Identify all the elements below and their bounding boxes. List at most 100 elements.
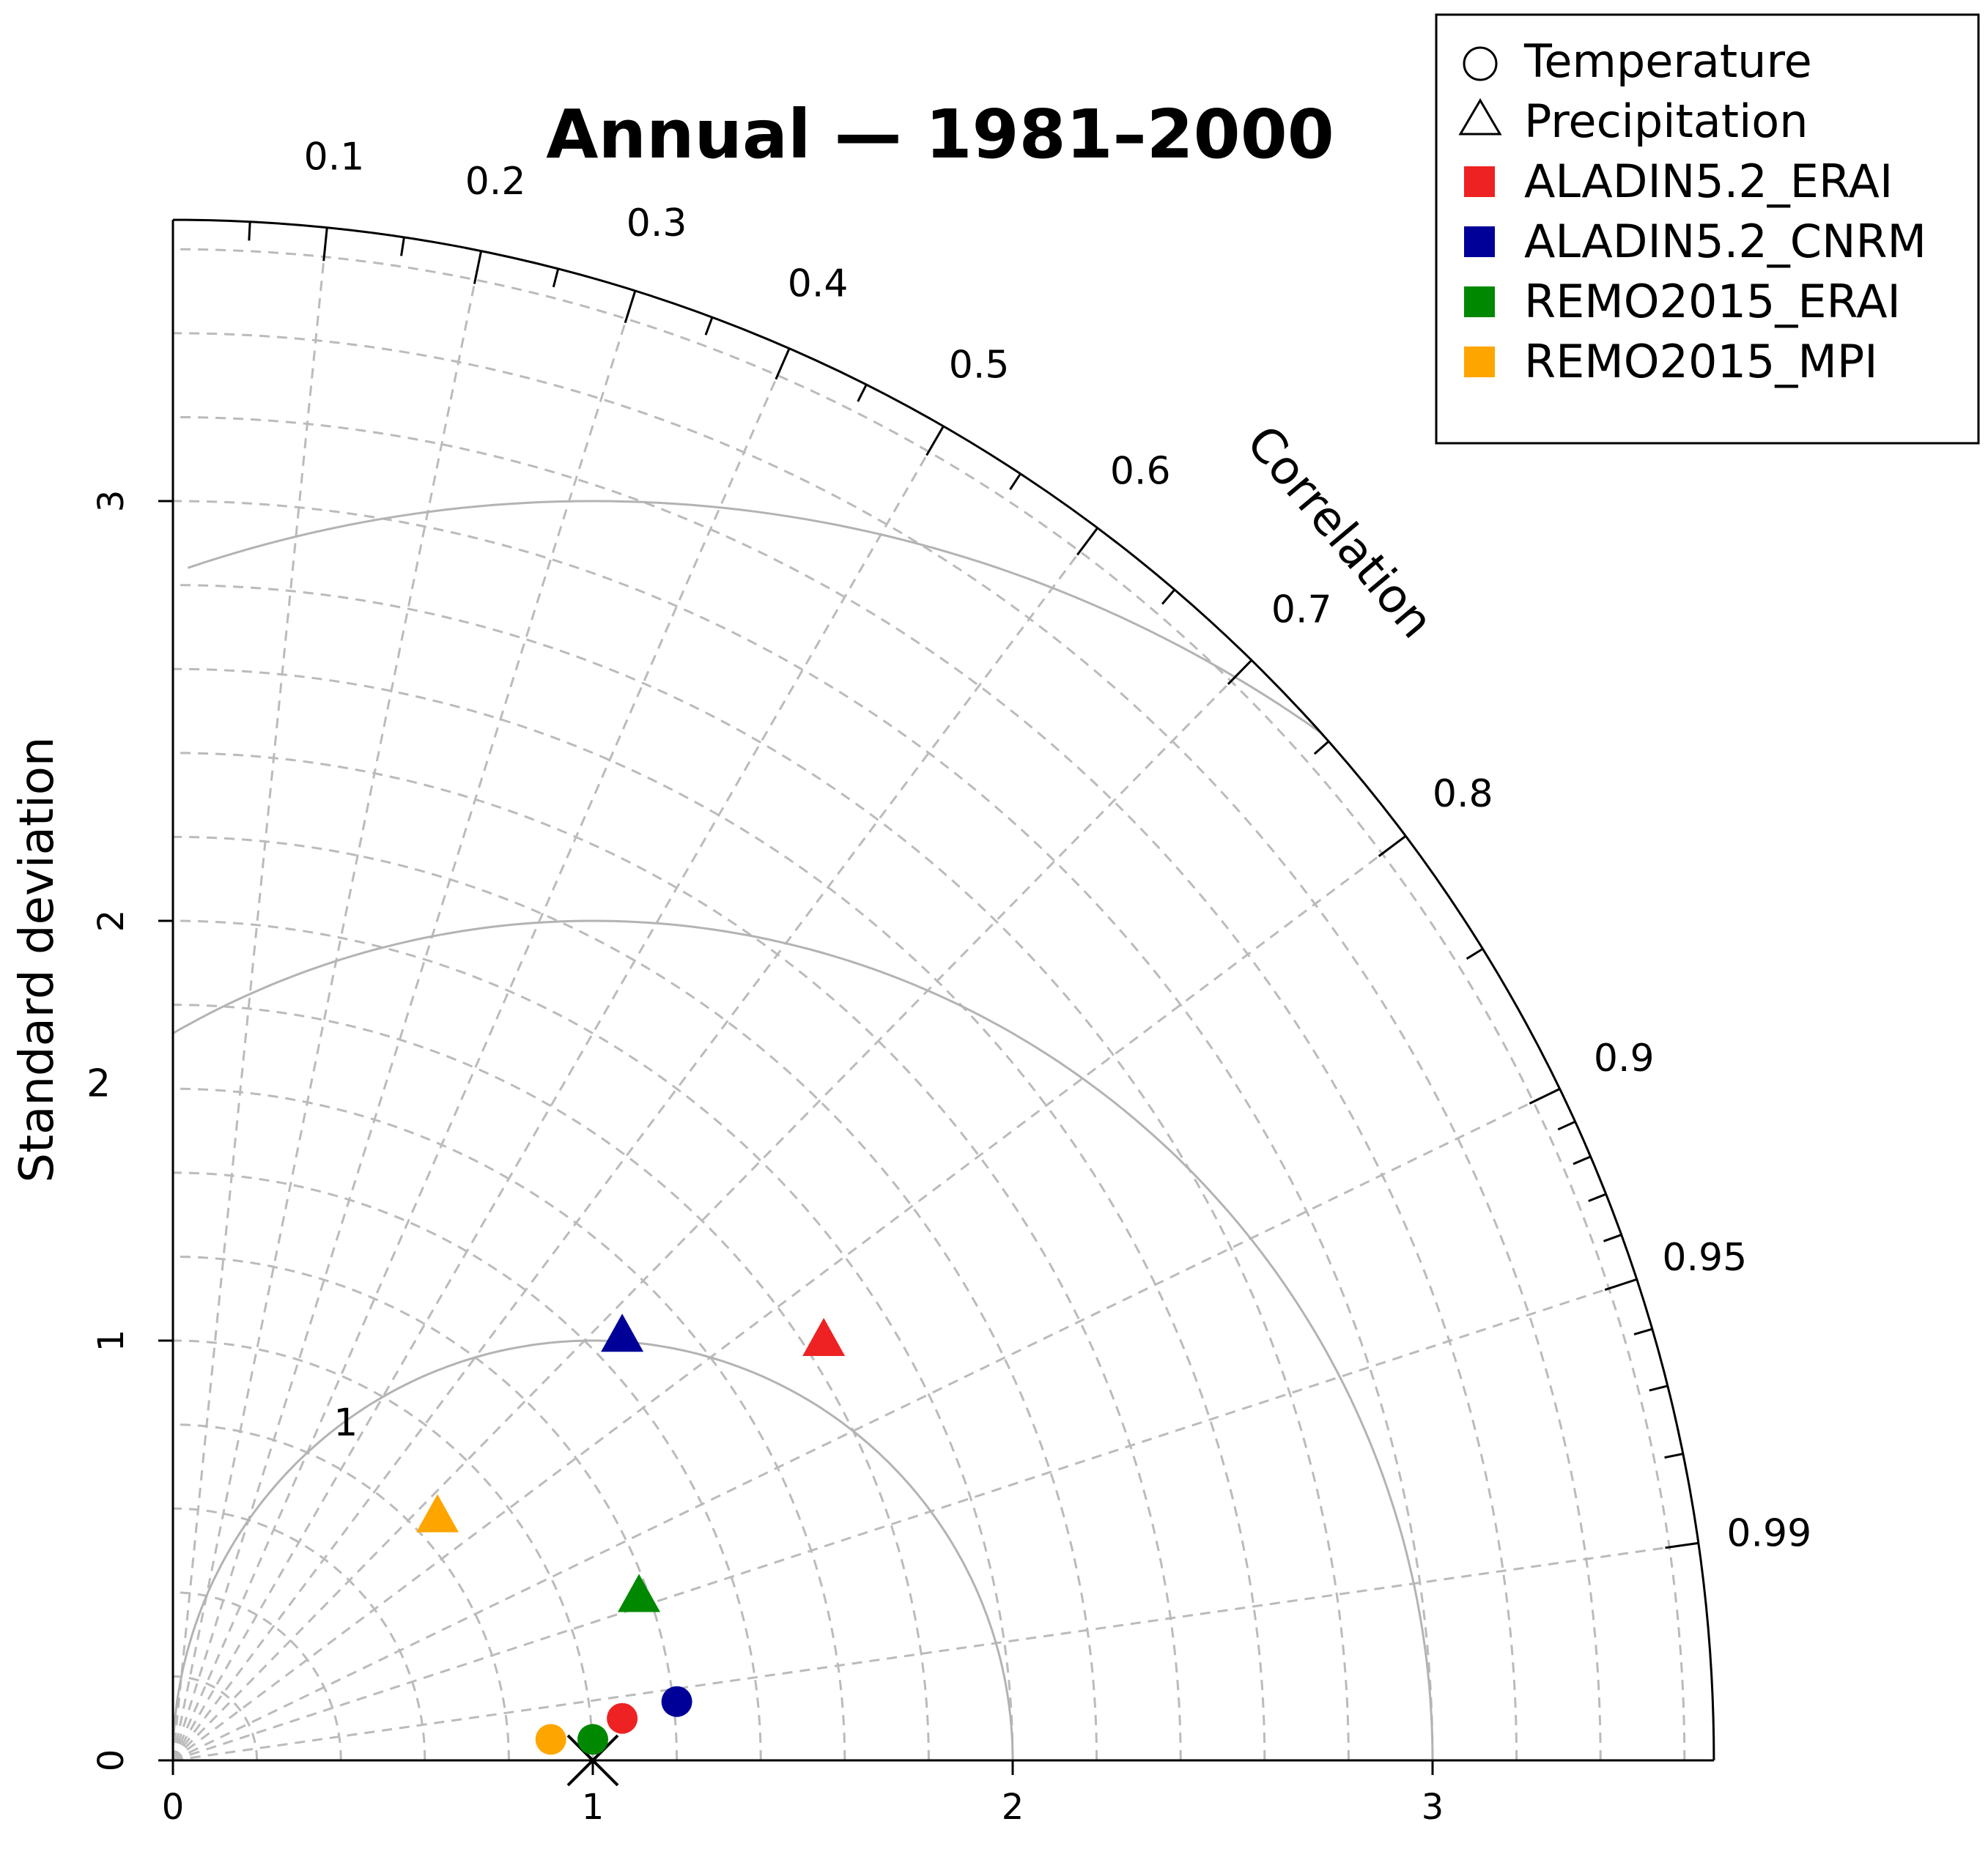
sd-grid-arc (172, 248, 1686, 1761)
data-point-circle (607, 1702, 638, 1734)
sd-grid-arc (172, 1255, 679, 1761)
legend-color-swatch (1464, 286, 1495, 317)
correlation-minor-tick (1466, 947, 1484, 960)
correlation-major-tick (1665, 1541, 1699, 1549)
rmsd-contour (172, 919, 1434, 1761)
sd-grid-arc (172, 752, 1182, 1761)
legend-triangle-icon (1458, 98, 1502, 136)
correlation-label: 0.9 (1594, 1037, 1655, 1081)
correlation-minor-tick (1649, 1385, 1669, 1392)
data-marks (415, 1314, 846, 1755)
correlation-label: 0.2 (465, 160, 526, 204)
correlation-minor-tick (400, 237, 405, 256)
sd-grid-arc (172, 1423, 510, 1761)
sd-grid-arc (172, 919, 1014, 1761)
correlation-minor-tick (552, 268, 560, 288)
data-point-triangle (618, 1574, 661, 1612)
x-tick-label: 2 (1002, 1787, 1024, 1828)
correlation-ray (171, 348, 791, 1761)
correlation-major-tick (1604, 1278, 1638, 1292)
correlation-major-tick (322, 227, 328, 262)
correlation-minor-tick (248, 221, 251, 241)
correlation-minor-tick (1573, 1155, 1592, 1166)
y-tick-label: 3 (91, 490, 132, 513)
correlation-minor-tick (1009, 473, 1021, 491)
correlation-minor-tick (1161, 588, 1176, 605)
rmsd-contour-label: 2 (86, 1061, 111, 1105)
y-tick-label: 2 (91, 910, 132, 933)
correlation-major-tick (775, 348, 791, 380)
sd-grid-arc (172, 1675, 259, 1761)
correlation-label: 0.7 (1271, 588, 1332, 632)
sd-grid-arc (172, 1004, 930, 1761)
correlation-major-tick (1076, 527, 1098, 556)
correlation-label: 0.1 (304, 136, 365, 179)
legend: Temperature Precipitation ALADIN5.2_ERAI AL… (1435, 13, 1980, 445)
chart-title: Annual — 1981–2000 (546, 95, 1334, 174)
correlation-ray (171, 290, 637, 1761)
sd-grid-arc (172, 332, 1602, 1761)
data-point-circle (535, 1724, 566, 1755)
sd-grid-arc (172, 1591, 342, 1761)
legend-circle-icon (1463, 46, 1498, 81)
data-point-circle (577, 1724, 608, 1755)
legend-label: ALADIN5.2_CNRM (1524, 215, 1926, 268)
frame-layer: 0 1 2 3 0 1 2 3 0.1 0.2 0.3 0.4 0.5 0.6 0.7 0.8 0.9 0.95 0… (91, 136, 1811, 1828)
correlation-ray (171, 426, 945, 1761)
correlation-label: 0.8 (1433, 772, 1493, 816)
grid-layer: 12 (86, 227, 1699, 1762)
sd-grid-arc (172, 584, 1350, 1761)
correlation-minor-tick (1633, 1327, 1653, 1335)
legend-color-swatch (1464, 166, 1495, 197)
legend-label: REMO2015_MPI (1524, 335, 1878, 388)
correlation-minor-tick (704, 316, 714, 336)
sd-grid-arc (172, 500, 1434, 1761)
outer-arc (172, 218, 1715, 1761)
correlation-major-tick (624, 290, 637, 324)
correlation-ray (171, 527, 1098, 1761)
correlation-label: 0.3 (627, 201, 687, 245)
x-tick-label: 1 (582, 1787, 605, 1828)
correlation-major-tick (473, 251, 483, 284)
y-tick-label: 0 (91, 1749, 132, 1772)
correlation-minor-tick (1664, 1453, 1684, 1459)
correlation-label: 0.4 (788, 262, 849, 305)
y-tick-label: 1 (91, 1330, 132, 1352)
correlation-ray (171, 227, 328, 1761)
legend-label: REMO2015_ERAI (1524, 275, 1901, 328)
correlation-ray (172, 835, 1407, 1762)
rmsd-contour (171, 1339, 1014, 1760)
legend-box (1435, 13, 1980, 445)
sd-grid-arc (172, 835, 1098, 1761)
legend-color-swatch (1464, 347, 1495, 377)
data-point-triangle (802, 1318, 846, 1356)
data-point-triangle (415, 1494, 459, 1533)
correlation-major-tick (1227, 659, 1253, 686)
sd-grid-arc (172, 1507, 426, 1761)
rmsd-contour-label: 1 (333, 1401, 358, 1445)
correlation-label: 0.6 (1110, 450, 1171, 494)
sd-grid-arc (172, 667, 1266, 1761)
rmsd-contour (187, 500, 1320, 733)
correlation-minor-tick (857, 384, 868, 402)
legend-color-swatch (1464, 226, 1495, 257)
correlation-ray (172, 1088, 1561, 1762)
correlation-ray (172, 1278, 1638, 1762)
data-point-circle (661, 1686, 692, 1717)
legend-label: Temperature (1523, 34, 1812, 88)
x-tick-label: 3 (1422, 1787, 1444, 1828)
correlation-label: 0.99 (1726, 1512, 1811, 1556)
correlation-minor-tick (1603, 1234, 1622, 1242)
correlation-ray (171, 251, 483, 1761)
correlation-major-tick (1529, 1088, 1561, 1105)
sd-grid-arc (172, 415, 1518, 1761)
correlation-major-tick (925, 426, 945, 456)
correlation-minor-tick (1313, 740, 1330, 755)
correlation-major-tick (1378, 835, 1407, 857)
legend-label: ALADIN5.2_ERAI (1524, 155, 1893, 208)
correlation-minor-tick (1588, 1193, 1607, 1202)
legend-label: Precipitation (1524, 95, 1808, 148)
data-point-triangle (601, 1314, 644, 1352)
correlation-label: 0.5 (949, 343, 1010, 387)
